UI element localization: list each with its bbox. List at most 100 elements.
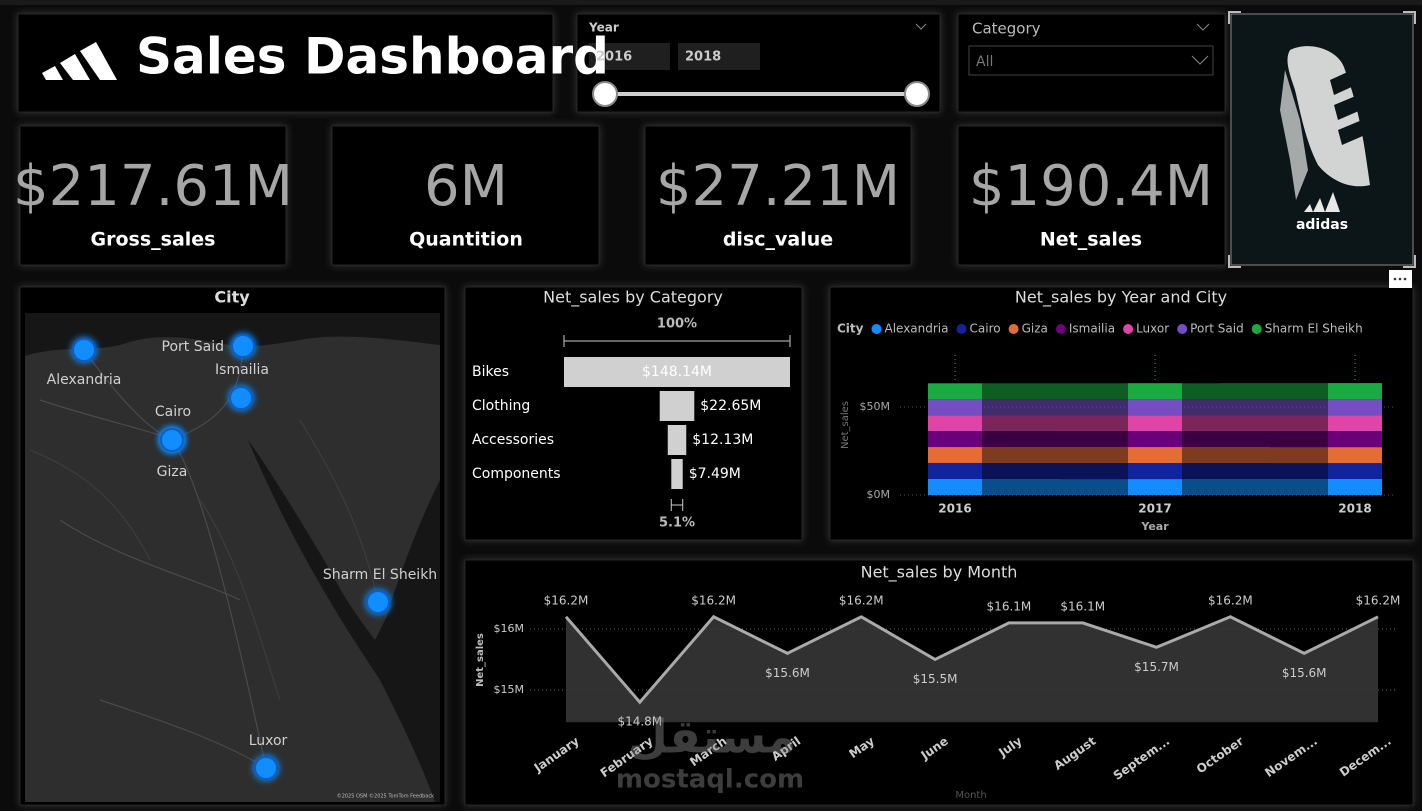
category-dropdown[interactable] (968, 45, 1214, 76)
ribbon (982, 399, 1128, 416)
value-label: $12.13M (692, 432, 753, 448)
ribbon-segment (928, 399, 982, 416)
ribbon-segment (1328, 431, 1382, 448)
slicer-value[interactable]: 2018 (685, 50, 721, 65)
legend-label: Luxor (1136, 322, 1169, 336)
funnel-bottom-label: 5.1% (659, 516, 695, 531)
value-label: $7.49M (689, 466, 741, 482)
chevron[interactable] (915, 23, 927, 30)
ribbon (1182, 478, 1328, 495)
value-label: $16.2M (1356, 593, 1401, 607)
ribbon-segment (1328, 415, 1382, 432)
shoe-illustration (1280, 46, 1370, 212)
city-label: Alexandria (47, 372, 122, 388)
x-tick-label: 2018 (1338, 502, 1371, 516)
city-marker (160, 428, 184, 452)
year-to-box[interactable] (678, 43, 760, 70)
category-label: Clothing (472, 398, 530, 414)
ribbon (1182, 447, 1328, 464)
city-marker (72, 338, 96, 362)
ribbon-segment (1328, 399, 1382, 416)
dashboard-title: Sales Dashboard (136, 28, 609, 86)
kpi-label: Quantition (409, 229, 523, 251)
more-options[interactable] (1389, 270, 1412, 288)
value-label: $16.2M (839, 593, 884, 607)
value-label: $16.1M (987, 599, 1032, 613)
value-label: $15.6M (1282, 666, 1327, 680)
funnel-bar (667, 425, 687, 455)
map-attribution: ©2025 OSM ©2025 TomTom Feedback (337, 793, 434, 800)
slicer-label: Category (972, 20, 1041, 38)
chevron[interactable] (1196, 23, 1210, 31)
chevron[interactable] (1191, 55, 1209, 65)
legend-label: Port Said (1190, 322, 1244, 336)
x-tick-label: 2017 (1138, 502, 1171, 516)
ribbon-segment (1328, 478, 1382, 495)
city-marker (366, 590, 390, 614)
ribbon (982, 478, 1128, 495)
funnel-bar (659, 391, 695, 421)
ribbon-segment (1128, 463, 1182, 480)
legend-swatch (1177, 324, 1188, 334)
value-label: $15.6M (765, 666, 810, 680)
ribbon-segment (1128, 383, 1182, 400)
kpi-value: $190.4M (969, 154, 1213, 219)
kpi-value: $217.61M (13, 154, 293, 219)
city-marker (231, 334, 255, 358)
city-label: Ismailia (215, 362, 269, 378)
slider-handle[interactable] (904, 81, 930, 107)
chart-title: Net_sales by Year and City (1015, 288, 1227, 308)
image-caption: adidas (1296, 217, 1348, 233)
value-label: $14.8M (617, 715, 662, 729)
value-label: $16.2M (544, 593, 589, 607)
kpi-label: Net_sales (1040, 229, 1142, 251)
slicer-value[interactable]: 2016 (596, 50, 632, 65)
kpi-value: $27.21M (656, 154, 900, 219)
funnel-top-label: 100% (657, 317, 697, 332)
city-label: Giza (157, 464, 188, 480)
category-label: Components (472, 466, 561, 482)
kpi-card (957, 125, 1226, 266)
chart-title: Net_sales by Month (861, 563, 1018, 583)
watermark: مستقل (628, 710, 796, 764)
ribbon (1182, 399, 1328, 416)
image-corners (1228, 11, 1416, 268)
legend-swatch (1251, 324, 1262, 334)
kpi-label: disc_value (723, 229, 833, 251)
legend-swatch (1055, 324, 1066, 334)
chart-title: City (214, 288, 250, 307)
legend-label: Alexandria (884, 322, 948, 336)
legend-swatch (1008, 324, 1019, 334)
x-tick-label: 2016 (938, 502, 971, 516)
watermark: mostaql.com (616, 765, 804, 795)
legend-label: Cairo (970, 322, 1001, 336)
ribbon (1182, 431, 1328, 448)
legend-swatch (871, 324, 882, 334)
funnel-bar (564, 357, 790, 387)
funnel-brackets (563, 335, 791, 347)
kpi-value: 6M (424, 154, 508, 219)
ribbon (1182, 463, 1328, 480)
y-axis-label: Net_sales (475, 633, 486, 687)
year-from-box[interactable] (589, 43, 670, 70)
value-label: $148.14M (642, 364, 712, 380)
chart-title: Net_sales by Category (543, 288, 723, 308)
slicer-value[interactable]: All (976, 54, 993, 70)
category-label: Bikes (472, 364, 509, 380)
line (564, 614, 1379, 705)
ribbon (982, 431, 1128, 448)
funnel-card (464, 286, 803, 541)
logo (42, 42, 117, 80)
ribbon-segment (928, 415, 982, 432)
legend-swatch (1123, 324, 1134, 334)
slider-handle[interactable] (592, 81, 618, 107)
top-bar (0, 0, 1422, 5)
value-label: $16.2M (691, 593, 736, 607)
city-label: Luxor (249, 733, 288, 749)
ribbon-segment (928, 431, 982, 448)
kpi-card (644, 125, 912, 266)
value-label: $15.7M (1134, 660, 1179, 674)
ribbon (982, 447, 1128, 464)
ribbon-segment (928, 447, 982, 463)
